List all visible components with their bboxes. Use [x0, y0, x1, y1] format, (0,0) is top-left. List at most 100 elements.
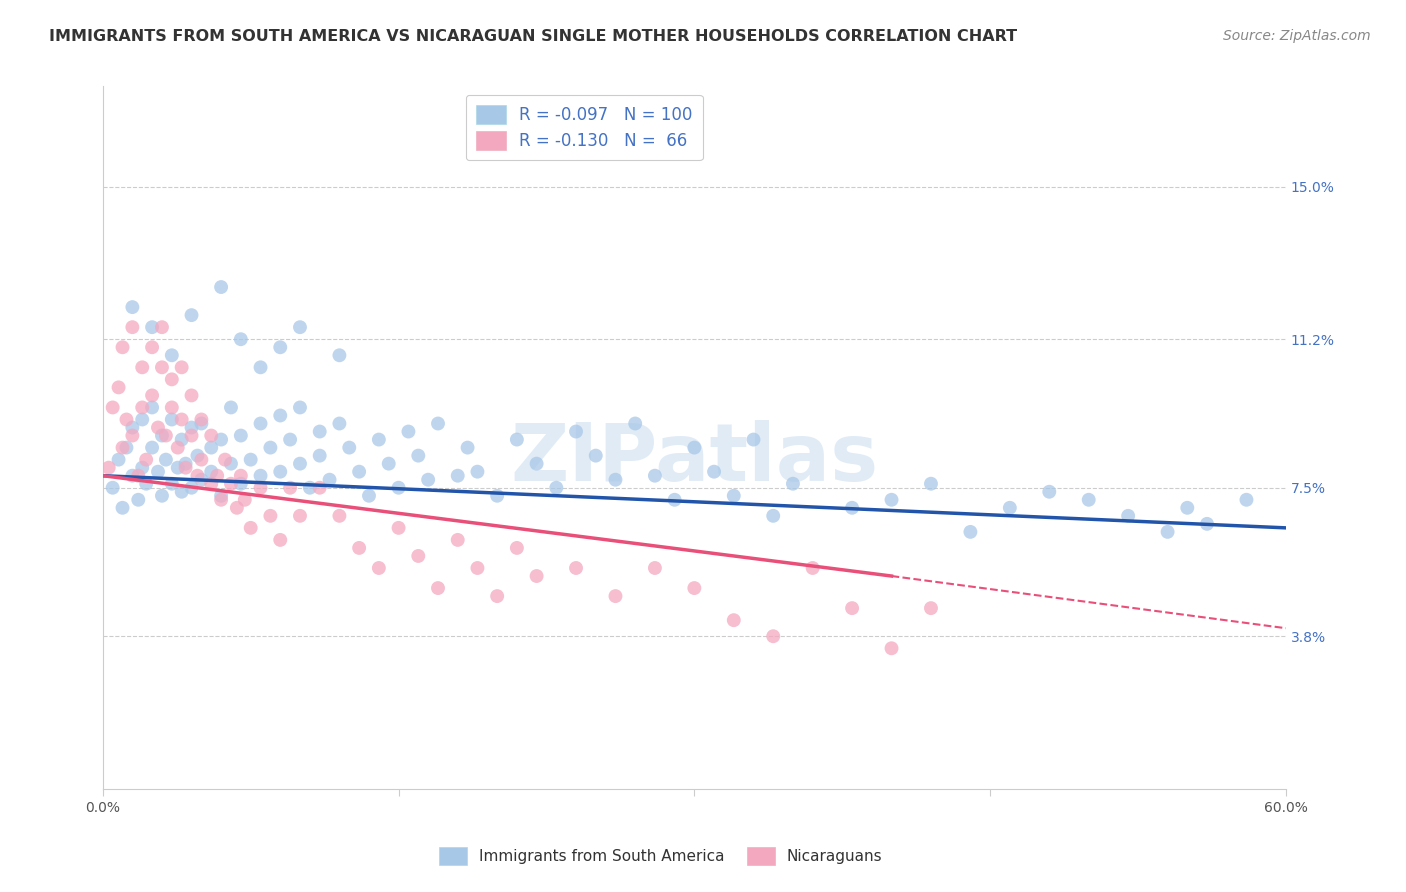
- Point: [328, 508, 350, 523]
- Point: [200, 465, 222, 479]
- Point: [209, 280, 232, 294]
- Point: [101, 401, 124, 415]
- Point: [180, 481, 202, 495]
- Point: [457, 441, 479, 455]
- Point: [229, 332, 252, 346]
- Point: [605, 473, 627, 487]
- Point: [427, 417, 450, 431]
- Point: [190, 412, 212, 426]
- Point: [249, 468, 271, 483]
- Point: [259, 441, 281, 455]
- Point: [249, 481, 271, 495]
- Point: [269, 409, 291, 423]
- Point: [190, 473, 212, 487]
- Point: [762, 508, 785, 523]
- Point: [486, 489, 509, 503]
- Point: [723, 613, 745, 627]
- Point: [1236, 492, 1258, 507]
- Point: [328, 348, 350, 362]
- Point: [801, 561, 824, 575]
- Point: [565, 561, 588, 575]
- Point: [526, 457, 548, 471]
- Point: [486, 589, 509, 603]
- Point: [447, 533, 470, 547]
- Point: [377, 457, 399, 471]
- Point: [190, 417, 212, 431]
- Point: [367, 433, 389, 447]
- Point: [683, 581, 706, 595]
- Point: [111, 441, 134, 455]
- Point: [269, 533, 291, 547]
- Point: [347, 541, 370, 555]
- Point: [278, 481, 301, 495]
- Point: [229, 468, 252, 483]
- Point: [160, 401, 183, 415]
- Point: [408, 549, 430, 563]
- Point: [447, 468, 470, 483]
- Point: [131, 360, 153, 375]
- Point: [506, 541, 529, 555]
- Point: [174, 457, 197, 471]
- Point: [174, 460, 197, 475]
- Point: [111, 340, 134, 354]
- Point: [209, 433, 232, 447]
- Point: [170, 433, 193, 447]
- Point: [782, 476, 804, 491]
- Point: [121, 428, 143, 442]
- Point: [107, 452, 129, 467]
- Point: [219, 476, 242, 491]
- Point: [762, 629, 785, 643]
- Point: [742, 433, 765, 447]
- Point: [239, 452, 262, 467]
- Point: [229, 428, 252, 442]
- Point: [160, 348, 183, 362]
- Point: [278, 433, 301, 447]
- Point: [288, 320, 311, 334]
- Point: [146, 420, 169, 434]
- Point: [605, 589, 627, 603]
- Point: [115, 412, 138, 426]
- Point: [288, 401, 311, 415]
- Point: [467, 561, 489, 575]
- Point: [1116, 508, 1139, 523]
- Point: [269, 340, 291, 354]
- Legend: Immigrants from South America, Nicaraguans: Immigrants from South America, Nicaragua…: [433, 841, 889, 871]
- Point: [180, 308, 202, 322]
- Point: [150, 360, 173, 375]
- Point: [239, 521, 262, 535]
- Point: [288, 508, 311, 523]
- Point: [186, 468, 208, 483]
- Point: [121, 300, 143, 314]
- Point: [526, 569, 548, 583]
- Point: [387, 521, 409, 535]
- Point: [209, 489, 232, 503]
- Point: [328, 417, 350, 431]
- Point: [166, 441, 188, 455]
- Point: [841, 500, 863, 515]
- Point: [127, 492, 149, 507]
- Point: [135, 476, 157, 491]
- Point: [644, 561, 666, 575]
- Point: [998, 500, 1021, 515]
- Point: [841, 601, 863, 615]
- Point: [150, 428, 173, 442]
- Point: [155, 452, 177, 467]
- Point: [880, 641, 903, 656]
- Point: [1195, 516, 1218, 531]
- Point: [308, 449, 330, 463]
- Point: [396, 425, 419, 439]
- Point: [506, 433, 529, 447]
- Point: [135, 452, 157, 467]
- Point: [880, 492, 903, 507]
- Point: [225, 500, 247, 515]
- Point: [298, 481, 321, 495]
- Text: IMMIGRANTS FROM SOUTH AMERICA VS NICARAGUAN SINGLE MOTHER HOUSEHOLDS CORRELATION: IMMIGRANTS FROM SOUTH AMERICA VS NICARAG…: [49, 29, 1018, 44]
- Point: [121, 420, 143, 434]
- Point: [131, 412, 153, 426]
- Point: [170, 412, 193, 426]
- Point: [337, 441, 360, 455]
- Point: [141, 441, 163, 455]
- Point: [387, 481, 409, 495]
- Point: [229, 476, 252, 491]
- Point: [141, 340, 163, 354]
